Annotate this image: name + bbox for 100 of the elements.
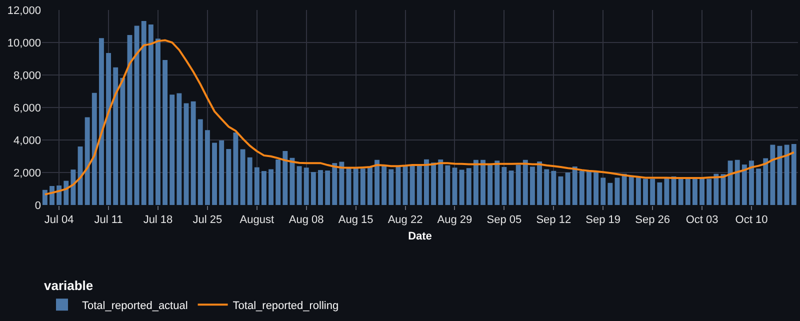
bar [176, 93, 182, 205]
bar [282, 151, 288, 205]
bar [628, 176, 634, 205]
bar [276, 160, 281, 205]
bar [367, 167, 372, 205]
bar [459, 170, 464, 205]
bar [268, 169, 274, 205]
x-tick-label: Aug 22 [388, 214, 423, 226]
bar [212, 142, 217, 205]
bar [141, 21, 146, 205]
x-tick-label: Oct 03 [686, 214, 718, 226]
bar [402, 166, 408, 205]
bar [64, 180, 69, 205]
bar [636, 178, 641, 205]
bar [106, 53, 112, 205]
bar [431, 162, 436, 205]
x-tick-label: Sep 12 [536, 214, 572, 226]
bar [262, 171, 266, 205]
bar [770, 144, 776, 205]
bar [84, 117, 90, 205]
bar [410, 166, 415, 205]
bar [162, 60, 168, 205]
legend-label: Total_reported_rolling [232, 300, 339, 312]
bar [466, 168, 472, 205]
bar [756, 168, 762, 205]
bar [113, 67, 118, 205]
bar [614, 178, 620, 205]
bar [148, 24, 154, 205]
bar [594, 172, 599, 205]
y-tick-label: 0 [34, 200, 41, 212]
bar [742, 164, 747, 205]
bar [438, 160, 444, 205]
bar [700, 178, 704, 205]
bar [198, 119, 203, 205]
bar [522, 160, 528, 205]
bar [396, 166, 401, 205]
bar [339, 162, 344, 205]
bar [184, 103, 189, 205]
bar [120, 78, 126, 205]
bar [502, 166, 507, 205]
bar [734, 160, 740, 205]
bar [353, 168, 358, 205]
bar [572, 166, 578, 205]
bar [318, 170, 323, 205]
bar [240, 149, 246, 205]
bar [664, 178, 670, 205]
y-tick-label: 8,000 [13, 70, 41, 82]
bar [416, 164, 422, 205]
bar [706, 178, 712, 205]
x-tick-label: Jul 25 [192, 214, 222, 226]
x-tick-label: Sep 05 [486, 214, 522, 226]
bar [791, 144, 796, 205]
bar [579, 170, 584, 205]
x-tick-label: Oct 10 [735, 214, 768, 226]
bar [247, 157, 252, 205]
bar [190, 101, 196, 205]
bar [586, 171, 592, 205]
bar [346, 168, 352, 205]
bar [600, 178, 606, 205]
bar [134, 26, 140, 205]
bar [254, 167, 260, 205]
bar [657, 182, 662, 205]
bar [622, 174, 627, 205]
bar [452, 168, 458, 205]
x-tick-label: Jul 11 [94, 214, 123, 226]
x-tick-label: Jul 18 [143, 214, 173, 226]
bar [530, 166, 535, 205]
x-tick-label: Jul 04 [44, 214, 74, 226]
bar [424, 159, 429, 205]
bar [92, 92, 97, 205]
x-tick-label: Aug 08 [288, 214, 324, 226]
legend-title: variable [44, 278, 94, 294]
bar [445, 165, 450, 205]
bar [608, 182, 613, 205]
y-tick-label: 6,000 [13, 102, 41, 114]
bar [382, 166, 387, 205]
legend-label: Total_reported_actual [82, 300, 188, 312]
y-tick-label: 4,000 [13, 134, 41, 147]
bar [226, 148, 232, 205]
bar [156, 38, 160, 205]
bar [480, 160, 486, 205]
x-tick-label: Aug 29 [437, 214, 472, 226]
bar [558, 176, 564, 205]
bar [494, 160, 500, 205]
bar [516, 164, 521, 205]
bar [332, 163, 338, 205]
bar [784, 144, 790, 205]
bar [544, 169, 550, 205]
bar [488, 164, 493, 205]
bar [170, 94, 175, 205]
y-tick-label: 2,000 [13, 167, 41, 180]
bar [42, 190, 48, 205]
bar [685, 177, 690, 205]
bar [360, 168, 366, 205]
line-series [44, 39, 795, 196]
bar [692, 178, 698, 205]
x-tick-label: Aug 15 [338, 214, 374, 226]
bar [551, 170, 556, 205]
bar [70, 170, 76, 205]
bar [473, 160, 478, 205]
